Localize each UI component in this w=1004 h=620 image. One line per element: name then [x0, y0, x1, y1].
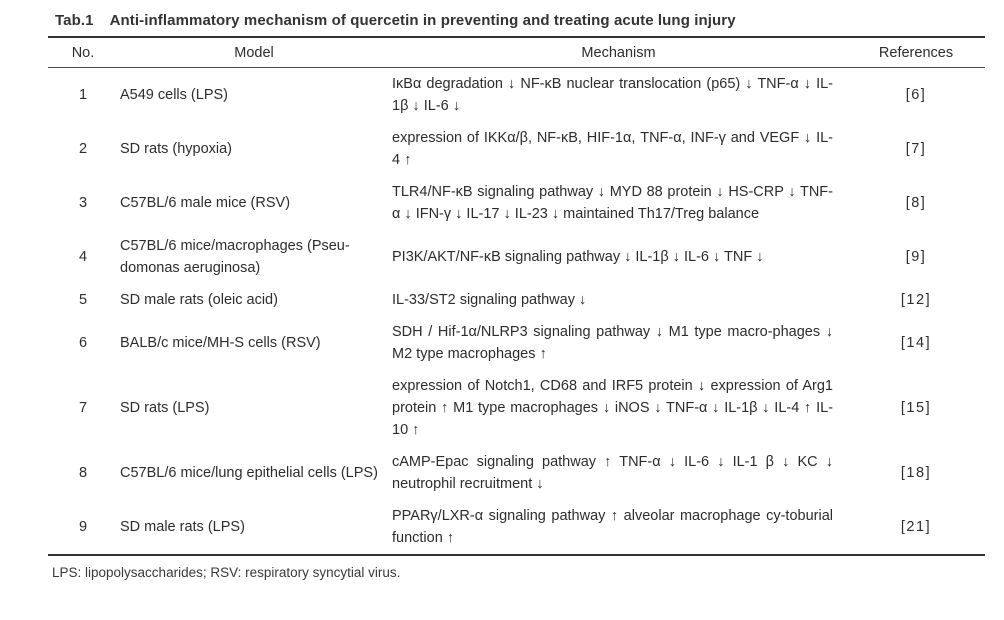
- row-reference: [6]: [905, 87, 927, 103]
- row-mechanism: IL-33/ST2 signaling pathway ↓: [392, 292, 587, 308]
- row-no: 3: [78, 195, 88, 211]
- row-no: 6: [78, 335, 88, 351]
- row-model: C57BL/6 mice/lung epithelial cells (LPS): [120, 465, 378, 481]
- mechanism-table: No. Model Mechanism References 1 A549 ce…: [48, 36, 985, 556]
- row-reference: [15]: [900, 400, 932, 416]
- column-header-mechanism: Mechanism: [390, 37, 847, 68]
- row-mechanism: TLR4/NF-κB signaling pathway ↓ MYD 88 pr…: [392, 184, 833, 222]
- row-reference: [8]: [905, 195, 927, 211]
- table-row: 5 SD male rats (oleic acid) IL-33/ST2 si…: [48, 284, 985, 316]
- header-row: No. Model Mechanism References: [48, 37, 985, 68]
- row-mechanism: expression of IKKα/β, NF-κB, HIF-1α, TNF…: [392, 130, 833, 168]
- row-model: SD male rats (LPS): [120, 519, 245, 535]
- table-caption: Tab.1 Anti-inflammatory mechanism of quer…: [48, 8, 985, 36]
- row-model: SD rats (LPS): [120, 400, 210, 416]
- row-model: A549 cells (LPS): [120, 87, 228, 103]
- table-title: Anti-inflammatory mechanism of quercetin…: [109, 12, 736, 29]
- row-reference: [21]: [900, 519, 932, 535]
- row-no: 7: [78, 400, 88, 416]
- row-reference: [18]: [900, 465, 932, 481]
- row-model: C57BL/6 mice/macrophages (Pseu-domonas a…: [120, 238, 350, 276]
- row-mechanism: PPARγ/LXR-α signaling pathway ↑ alveolar…: [392, 508, 833, 546]
- row-reference: [9]: [905, 249, 927, 265]
- row-model: SD rats (hypoxia): [120, 141, 233, 157]
- table-row: 3 C57BL/6 male mice (RSV) TLR4/NF-κB sig…: [48, 176, 985, 230]
- row-no: 8: [78, 465, 88, 481]
- table-row: 9 SD male rats (LPS) PPARγ/LXR-α signali…: [48, 500, 985, 555]
- table-row: 2 SD rats (hypoxia) expression of IKKα/β…: [48, 122, 985, 176]
- row-model: C57BL/6 male mice (RSV): [120, 195, 291, 211]
- column-header-references: References: [847, 37, 985, 68]
- row-no: 2: [78, 141, 88, 157]
- row-mechanism: cAMP-Epac signaling pathway ↑ TNF-α ↓ IL…: [392, 454, 833, 492]
- row-model: BALB/c mice/MH-S cells (RSV): [120, 335, 321, 351]
- column-header-no: No.: [48, 37, 118, 68]
- table-row: 4 C57BL/6 mice/macrophages (Pseu-domonas…: [48, 230, 985, 284]
- row-no: 5: [78, 292, 88, 308]
- table-row: 8 C57BL/6 mice/lung epithelial cells (LP…: [48, 446, 985, 500]
- table-label: Tab.1: [55, 12, 94, 29]
- table-row: 7 SD rats (LPS) expression of Notch1, CD…: [48, 370, 985, 446]
- row-no: 4: [78, 249, 88, 265]
- row-mechanism: PI3K/AKT/NF-κB signaling pathway ↓ IL-1β…: [392, 249, 764, 265]
- table-footnote: LPS: lipopolysaccharides; RSV: respirato…: [52, 565, 401, 580]
- table-row: 6 BALB/c mice/MH-S cells (RSV) SDH / Hif…: [48, 316, 985, 370]
- row-mechanism: IκBα degradation ↓ NF-κB nuclear translo…: [392, 76, 833, 114]
- row-reference: [14]: [900, 335, 932, 351]
- row-model: SD male rats (oleic acid): [120, 292, 278, 308]
- row-reference: [12]: [900, 292, 932, 308]
- row-no: 1: [78, 87, 88, 103]
- row-mechanism: expression of Notch1, CD68 and IRF5 prot…: [392, 378, 833, 438]
- table-row: 1 A549 cells (LPS) IκBα degradation ↓ NF…: [48, 68, 985, 123]
- column-header-model: Model: [118, 37, 390, 68]
- row-reference: [7]: [905, 141, 927, 157]
- row-no: 9: [78, 519, 88, 535]
- row-mechanism: SDH / Hif-1α/NLRP3 signaling pathway ↓ M…: [392, 324, 833, 362]
